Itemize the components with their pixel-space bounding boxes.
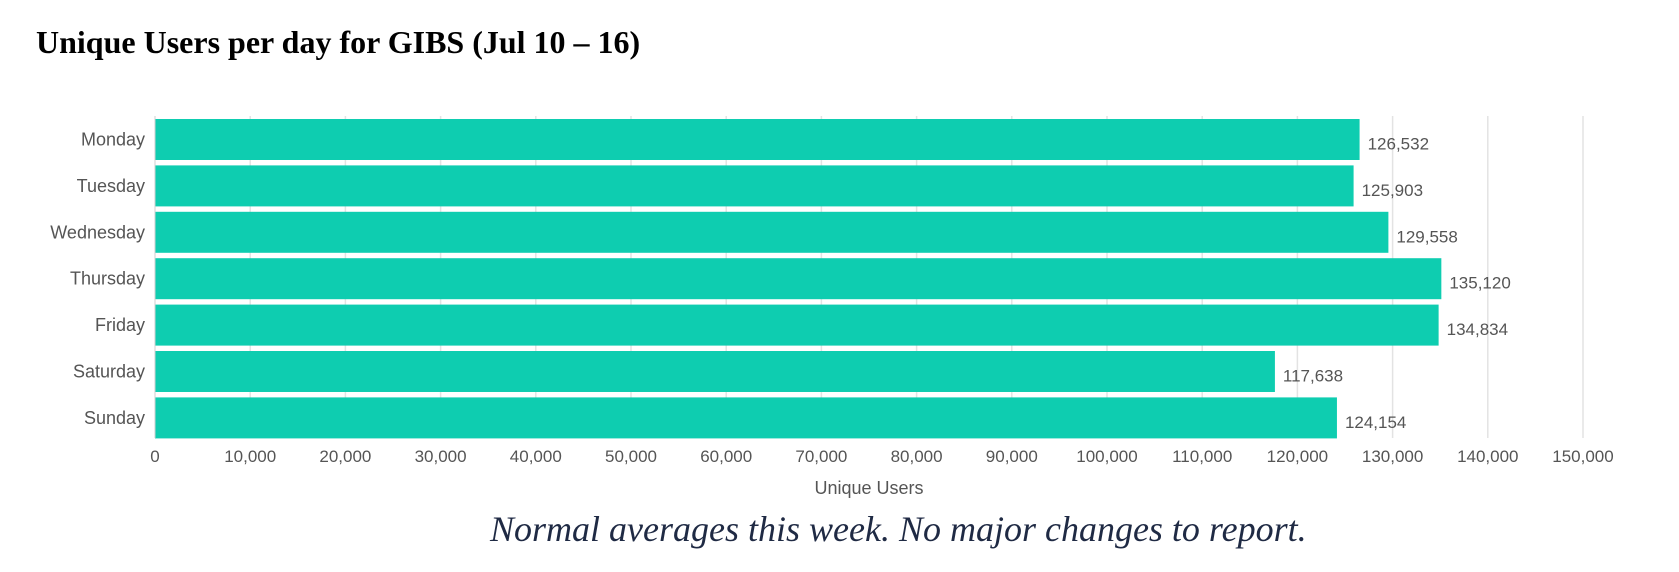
x-tick-label: 0	[150, 447, 159, 466]
x-tick-label: 70,000	[795, 447, 847, 466]
chart-title: Unique Users per day for GIBS (Jul 10 – …	[36, 24, 641, 60]
x-tick-label: 120,000	[1267, 447, 1328, 466]
data-label-saturday: 117,638	[1283, 367, 1343, 386]
x-tick-label: 20,000	[319, 447, 371, 466]
bar-monday	[155, 119, 1360, 160]
bar-sunday	[155, 397, 1337, 439]
data-label-wednesday: 129,558	[1396, 227, 1457, 246]
x-axis-title: Unique Users	[814, 478, 923, 498]
x-tick-label: 10,000	[224, 447, 276, 466]
data-label-thursday: 135,120	[1449, 274, 1510, 293]
x-tick-label: 90,000	[986, 447, 1038, 466]
bar-wednesday	[155, 211, 1389, 253]
x-tick-labels: 0 10,000 20,000 30,000 40,000 50,000 60,000 70,…	[150, 447, 1613, 466]
category-label-tuesday: Tuesday	[77, 176, 145, 196]
category-label-saturday: Saturday	[73, 362, 145, 382]
bar-thursday	[155, 258, 1442, 300]
data-label-sunday: 124,154	[1345, 413, 1406, 432]
x-tick-label: 30,000	[415, 447, 467, 466]
data-label-tuesday: 125,903	[1362, 181, 1423, 200]
x-tick-label: 100,000	[1076, 447, 1137, 466]
category-label-thursday: Thursday	[70, 269, 145, 289]
bar-friday	[155, 304, 1439, 346]
x-tick-label: 140,000	[1457, 447, 1518, 466]
x-tick-label: 80,000	[891, 447, 943, 466]
category-labels: Monday Tuesday Wednesday Thursday Friday Satu…	[50, 130, 145, 428]
category-label-wednesday: Wednesday	[50, 222, 145, 242]
data-labels: 126,532 125,903 129,558 135,120 134,834 117,6…	[1283, 135, 1511, 432]
x-tick-label: 150,000	[1552, 447, 1613, 466]
bars	[155, 119, 1442, 439]
x-tick-label: 50,000	[605, 447, 657, 466]
x-tick-label: 40,000	[510, 447, 562, 466]
x-tick-label: 60,000	[700, 447, 752, 466]
x-tick-label: 130,000	[1362, 447, 1423, 466]
category-label-friday: Friday	[95, 315, 145, 335]
bar-saturday	[155, 351, 1275, 392]
category-label-sunday: Sunday	[84, 408, 145, 428]
data-label-friday: 134,834	[1447, 320, 1508, 339]
category-label-monday: Monday	[81, 130, 145, 150]
data-label-monday: 126,532	[1368, 135, 1429, 154]
bar-tuesday	[155, 165, 1354, 207]
x-tick-label: 110,000	[1172, 447, 1232, 466]
chart-caption: Normal averages this week. No major chan…	[490, 509, 1307, 549]
